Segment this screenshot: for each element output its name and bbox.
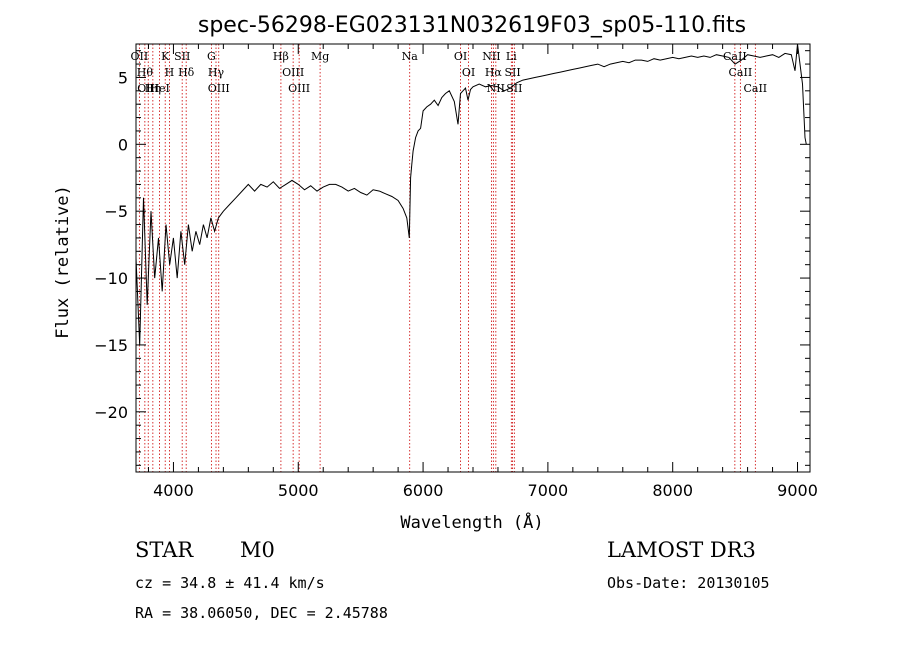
spectral-line-label: CaII — [743, 82, 767, 95]
y-axis-ticks: 5 0 −5 −10 −15 −20 — [94, 50, 810, 466]
spectral-line-label: Hδ — [178, 66, 195, 79]
spectral-line-label: NII — [482, 50, 500, 63]
spectral-line-label: OI — [454, 50, 467, 63]
spectral-line-label: OIII — [282, 66, 304, 79]
spectral-line-label: Mg — [311, 50, 329, 63]
plot-frame — [135, 43, 811, 473]
spectral-line-label: Hα — [485, 66, 503, 79]
spectral-line-label: HeI — [149, 82, 169, 95]
spectral-line-labels: OIIHθOIIIHηHeIKHSIIHδGHγOIIIHβOIIIOIIIMg… — [131, 50, 768, 95]
spectral-line-label: OIII — [288, 82, 310, 95]
redshift-cz: cz = 34.8 ± 41.4 km/s — [135, 574, 325, 592]
spectral-line-label: OII — [131, 50, 149, 63]
spectral-line-label: SII — [506, 82, 522, 95]
spectral-line-label: OIII — [208, 82, 230, 95]
spectral-line-label: H — [165, 66, 175, 79]
spectral-line-label: NII — [487, 82, 505, 95]
x-tick-label: 8000 — [652, 481, 693, 500]
y-tick-label: −10 — [94, 269, 128, 288]
x-tick-label: 9000 — [777, 481, 818, 500]
spectral-line-label: Hβ — [273, 50, 289, 63]
x-tick-label: 4000 — [153, 481, 194, 500]
object-class: STAR — [135, 538, 194, 562]
spectral-line-label: G — [207, 50, 216, 63]
x-tick-label: 5000 — [278, 481, 319, 500]
spectral-line-label: OI — [462, 66, 475, 79]
y-axis-label: Flux (relative) — [53, 185, 73, 339]
observation-date: Obs-Date: 20130105 — [607, 574, 770, 592]
spectral-line-label: Hη — [145, 82, 161, 95]
spectrum-series-line — [135, 43, 807, 345]
ra-dec-coordinates: RA = 38.06050, DEC = 2.45788 — [135, 604, 388, 622]
survey-name: LAMOST DR3 — [607, 538, 756, 562]
x-axis-ticks: 4000 5000 6000 7000 8000 9000 — [147, 44, 818, 500]
spectral-line-label: SII — [174, 50, 190, 63]
spectral-line-label: Hγ — [208, 66, 225, 79]
x-tick-label: 6000 — [403, 481, 444, 500]
spectral-line-label: Li — [506, 50, 517, 63]
object-subclass: M0 — [240, 538, 275, 562]
x-axis-label: Wavelength (Å) — [400, 511, 543, 533]
y-tick-label: −20 — [94, 403, 128, 422]
y-tick-label: −5 — [104, 202, 128, 221]
y-tick-label: 5 — [118, 68, 128, 87]
spectral-line-label: SII — [504, 66, 520, 79]
spectral-line-label: CaII — [729, 66, 753, 79]
chart-title: spec-56298-EG023131N032619F03_sp05-110.f… — [198, 13, 746, 38]
y-tick-label: −15 — [94, 336, 128, 355]
spectral-line-label: Hθ — [137, 66, 154, 79]
spectral-line-label: OIII — [137, 82, 159, 95]
y-tick-label: 0 — [118, 135, 128, 154]
spectral-line-label: K — [161, 50, 170, 63]
spectral-line-markers — [138, 44, 756, 472]
spectral-line-label: Na — [402, 50, 419, 63]
spectral-line-label: CaII — [723, 50, 747, 63]
x-tick-label: 7000 — [528, 481, 569, 500]
